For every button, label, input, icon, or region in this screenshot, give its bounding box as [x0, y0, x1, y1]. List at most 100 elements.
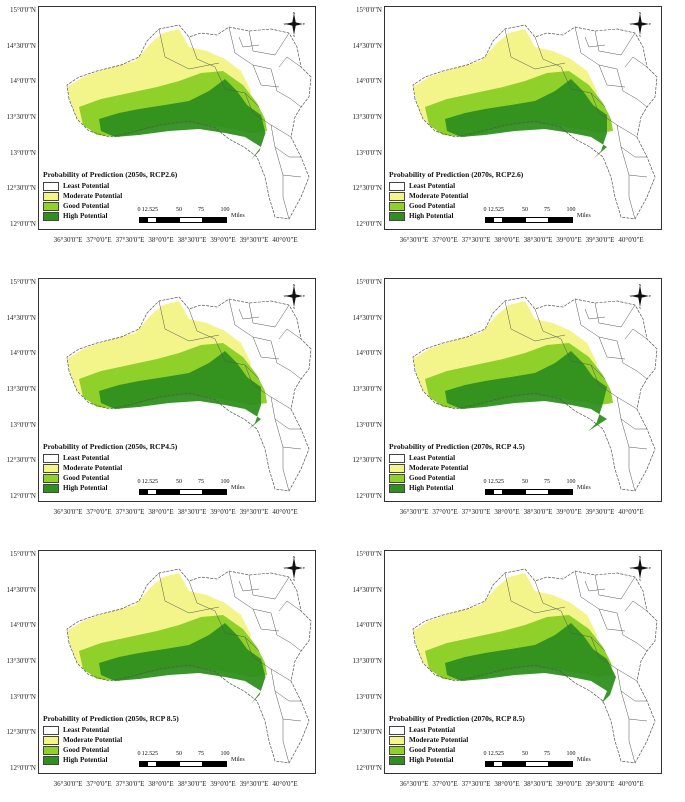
scale-tick-label: 0: [483, 207, 487, 213]
scale-tick-label: 12.5: [487, 207, 499, 213]
map-panel-2: N S W E Probability of Prediction (2070s…: [346, 6, 662, 258]
svg-text:N: N: [293, 283, 296, 287]
scale-tick-label: 50: [522, 751, 528, 757]
longitude-label: 39°0'0"E: [210, 236, 236, 244]
svg-text:W: W: [284, 22, 288, 26]
scale-unit: Miles: [577, 485, 591, 491]
district-boundary: [248, 30, 290, 56]
scale-tick-label: 25: [498, 479, 504, 485]
latitude-label: 13°30'0"N: [6, 657, 36, 665]
legend-item-least: Least Potential: [389, 181, 523, 191]
district-boundary: [158, 572, 220, 614]
district-boundary: [214, 66, 260, 108]
scale-bar: 0 12.5 25 50 75 100 Miles: [138, 751, 249, 767]
latitude-label: 15°0'0"N: [10, 278, 36, 286]
longitude-label: 36°30'0"E: [399, 780, 429, 788]
high-potential-area: [99, 79, 266, 159]
district-boundary: [282, 719, 290, 764]
district-boundary: [252, 336, 280, 360]
legend-label: Good Potential: [409, 474, 456, 482]
longitude-label: 38°0'0"E: [148, 508, 174, 516]
svg-text:N: N: [639, 283, 642, 287]
scale-tick-label: 100: [566, 751, 576, 757]
district-boundary: [214, 338, 260, 380]
district-boundary: [534, 580, 562, 612]
legend-label: Least Potential: [409, 454, 456, 462]
district-boundary: [590, 364, 638, 410]
legend-label: Good Potential: [409, 746, 456, 754]
longitude-label: 38°0'0"E: [494, 236, 520, 244]
legend-swatch: [389, 191, 405, 201]
district-boundary: [624, 56, 648, 68]
scale-tick-label: 12.5: [141, 207, 153, 213]
legend-item-good: Good Potential: [43, 473, 177, 483]
scale-tick-label: 25: [152, 207, 158, 213]
map-canvas: [66, 24, 312, 220]
north-arrow-icon: N S W E: [629, 555, 652, 581]
latitude-label: 12°0'0"N: [10, 492, 36, 500]
longitude-label: 40°0'0"E: [618, 508, 644, 516]
legend-label: Good Potential: [63, 474, 110, 482]
latitude-label: 12°30'0"N: [352, 456, 382, 465]
latitude-label: 13°30'0"N: [352, 657, 382, 665]
legend-swatch: [389, 453, 405, 463]
legend-item-high: High Potential: [43, 755, 179, 765]
longitude-label: 38°30'0"E: [523, 236, 553, 244]
district-boundary: [616, 124, 647, 158]
latitude-label: 15°0'0"N: [10, 550, 36, 558]
legend-title: Probability of Prediction (2050s, RCP2.6…: [43, 170, 178, 179]
district-boundary: [628, 719, 636, 764]
longitude-label: 38°30'0"E: [523, 780, 553, 788]
district-boundary: [188, 580, 216, 612]
longitude-label: 38°30'0"E: [177, 236, 207, 244]
district-boundary: [248, 574, 290, 600]
scale-tick-label: 25: [498, 751, 504, 757]
legend-item-high: High Potential: [43, 211, 177, 221]
map-legend: Probability of Prediction (2050s, RCP2.6…: [43, 170, 177, 221]
map-canvas: [66, 568, 312, 764]
district-boundary: [238, 580, 260, 592]
longitude-label: 36°30'0"E: [53, 780, 83, 788]
latitude-label: 14°30'0"N: [6, 585, 36, 594]
district-boundary: [628, 447, 636, 492]
legend-item-least: Least Potential: [43, 181, 177, 191]
longitude-label: 37°0'0"E: [432, 236, 458, 244]
map-legend: Probability of Prediction (2070s, RCP 8.…: [389, 714, 525, 765]
longitude-label: 39°0'0"E: [210, 780, 236, 788]
scale-unit: Miles: [577, 213, 591, 219]
scale-tick-label: 75: [198, 207, 204, 213]
scale-tick-label: 100: [220, 751, 230, 757]
map-frame: N S W E Probability of Prediction (2050s…: [38, 278, 316, 502]
legend-swatch: [389, 463, 405, 473]
legend-label: High Potential: [63, 212, 108, 220]
scale-tick-label: 75: [198, 751, 204, 757]
longitude-label: 38°30'0"E: [177, 780, 207, 788]
latitude-label: 13°0'0"N: [356, 692, 382, 701]
longitude-label: 37°30'0"E: [115, 508, 145, 516]
district-boundary: [504, 28, 566, 70]
latitude-label: 12°0'0"N: [10, 220, 36, 228]
high-potential-area: [99, 623, 266, 703]
longitude-label: 39°30'0"E: [239, 508, 269, 516]
district-boundary: [616, 668, 647, 702]
legend-swatch: [389, 181, 405, 191]
legend-label: Moderate Potential: [63, 736, 123, 744]
svg-text:W: W: [630, 566, 634, 570]
north-arrow-icon: N S W E: [283, 555, 306, 581]
high-potential-area: [445, 351, 607, 431]
map-canvas: [412, 568, 658, 764]
north-arrow-icon: N S W E: [283, 11, 306, 37]
legend-swatch: [43, 755, 59, 765]
longitude-label: 39°30'0"E: [239, 236, 269, 244]
svg-text:S: S: [639, 578, 641, 581]
legend-label: High Potential: [409, 756, 454, 764]
district-boundary: [598, 608, 626, 632]
legend-swatch: [389, 725, 405, 735]
scale-bar: 0 12.5 25 50 75 100 Miles: [484, 751, 595, 767]
scale-tick-label: 75: [198, 479, 204, 485]
legend-item-least: Least Potential: [389, 453, 525, 463]
scale-tick-label: 75: [544, 479, 550, 485]
map-panel-1: N S W E Probability of Prediction (2050s…: [0, 6, 316, 258]
legend-swatch: [389, 483, 405, 493]
svg-text:S: S: [293, 578, 295, 581]
